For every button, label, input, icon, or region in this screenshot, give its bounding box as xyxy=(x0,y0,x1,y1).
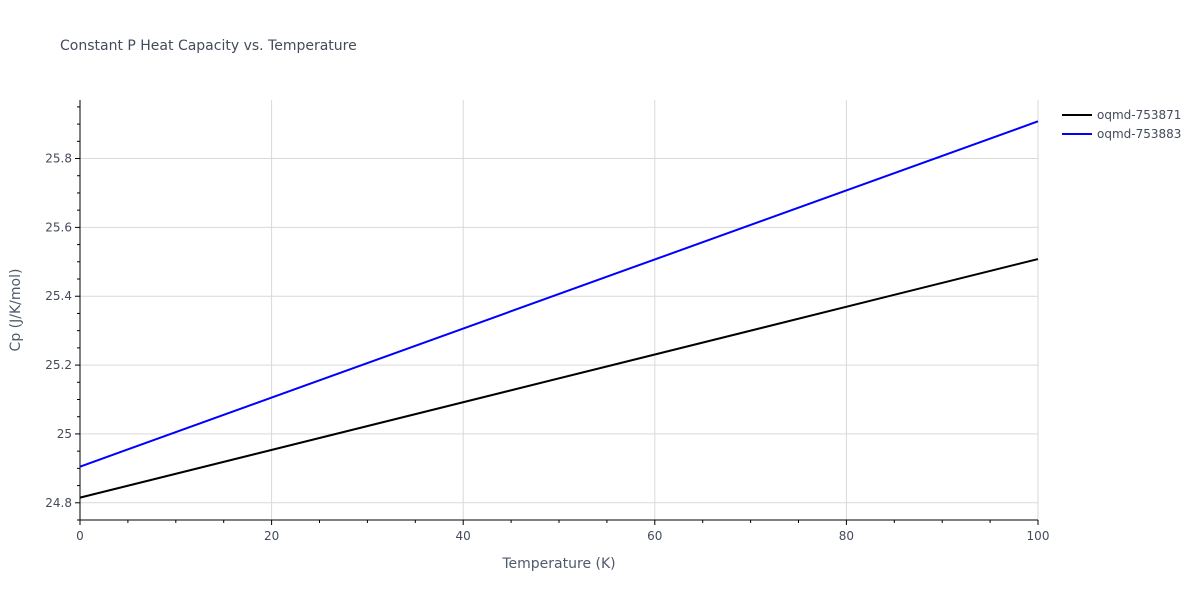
grid-lines xyxy=(80,100,1039,520)
x-tick-label: 80 xyxy=(839,529,854,543)
y-tick-label: 25.8 xyxy=(45,152,72,166)
legend-label: oqmd-753883 xyxy=(1097,127,1181,141)
y-tick-label: 25.6 xyxy=(45,220,72,234)
y-axis-title: Cp (J/K/mol) xyxy=(8,269,24,352)
y-tick-label: 25.2 xyxy=(45,358,72,372)
y-tick-label: 25.4 xyxy=(45,289,72,303)
legend: oqmd-753871 oqmd-753883 xyxy=(1062,108,1181,141)
y-tick-label: 24.8 xyxy=(45,496,72,510)
axes xyxy=(75,100,1039,525)
series-lines xyxy=(79,120,1039,499)
x-tick-label: 40 xyxy=(456,529,471,543)
y-tick-label: 25 xyxy=(57,427,72,441)
x-tick-label: 60 xyxy=(647,529,662,543)
x-tick-label: 100 xyxy=(1027,529,1050,543)
tick-labels: 0 20 40 60 80 100 24.8 25 25.2 25.4 25.6 25.8 xyxy=(45,152,1049,543)
legend-label: oqmd-753871 xyxy=(1097,108,1181,122)
series-line-oqmd-753883 xyxy=(79,120,1039,468)
series-line-oqmd-753871 xyxy=(79,258,1039,499)
x-tick-label: 0 xyxy=(76,529,84,543)
x-tick-label: 20 xyxy=(264,529,279,543)
x-axis-title: Temperature (K) xyxy=(501,556,615,572)
chart-title: Constant P Heat Capacity vs. Temperature xyxy=(60,38,357,54)
